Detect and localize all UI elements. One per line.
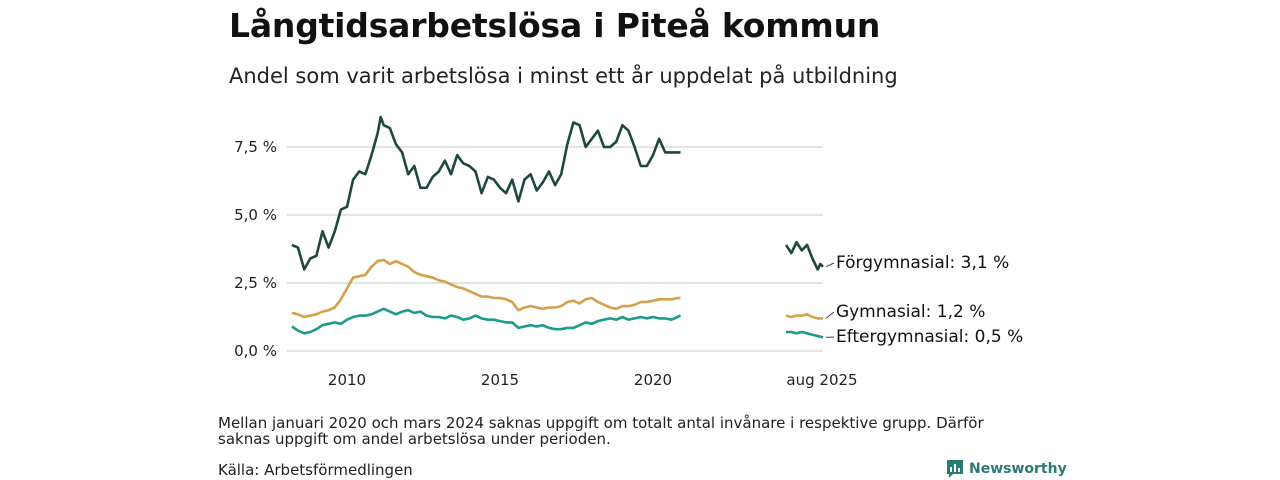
brand-logo[interactable]: Newsworthy bbox=[946, 459, 1067, 479]
series-line-gymnasial bbox=[785, 313, 823, 320]
series-line-eftergymnasial bbox=[786, 330, 824, 339]
brand-name: Newsworthy bbox=[969, 461, 1067, 477]
line-chart: 0,0 % 2,5 % 5,0 % 7,5 % 2010 2015 2020 aug 202… bbox=[234, 115, 1023, 389]
y-tick-label: 0,0 % bbox=[234, 342, 277, 360]
series-line-eftergymnasial bbox=[291, 307, 682, 335]
grid bbox=[287, 146, 823, 352]
x-tick-label: 2015 bbox=[481, 371, 519, 389]
series-end-label: Eftergymnasial: 0,5 % bbox=[836, 327, 1023, 347]
y-tick-label: 5,0 % bbox=[234, 206, 277, 224]
series-end-label: Gymnasial: 1,2 % bbox=[836, 302, 985, 322]
chart-title: Långtidsarbetslösa i Piteå kommun bbox=[229, 6, 881, 45]
series-line-förgymnasial bbox=[291, 115, 681, 271]
source-text: Källa: Arbetsförmedlingen bbox=[218, 461, 413, 479]
x-tick-label: 2020 bbox=[634, 371, 672, 389]
footnote: Mellan januari 2020 och mars 2024 saknas… bbox=[218, 414, 984, 448]
x-axis: 2010 2015 2020 aug 2025 bbox=[328, 371, 858, 389]
chart-subtitle: Andel som varit arbetslösa i minst ett å… bbox=[229, 64, 898, 88]
y-tick-label: 7,5 % bbox=[234, 138, 277, 156]
series-lines bbox=[291, 115, 824, 339]
series-line-gymnasial bbox=[291, 258, 681, 319]
label-connector bbox=[825, 311, 835, 319]
end-labels: Förgymnasial: 3,1 % Gymnasial: 1,2 % Efter… bbox=[825, 253, 1023, 347]
series-line-förgymnasial bbox=[784, 240, 824, 271]
newsworthy-icon bbox=[947, 460, 963, 478]
label-connector bbox=[825, 262, 835, 268]
y-axis: 0,0 % 2,5 % 5,0 % 7,5 % bbox=[234, 138, 277, 360]
x-tick-label: 2010 bbox=[328, 371, 366, 389]
y-tick-label: 2,5 % bbox=[234, 274, 277, 292]
x-tick-label: aug 2025 bbox=[786, 371, 857, 389]
series-end-label: Förgymnasial: 3,1 % bbox=[836, 253, 1009, 273]
